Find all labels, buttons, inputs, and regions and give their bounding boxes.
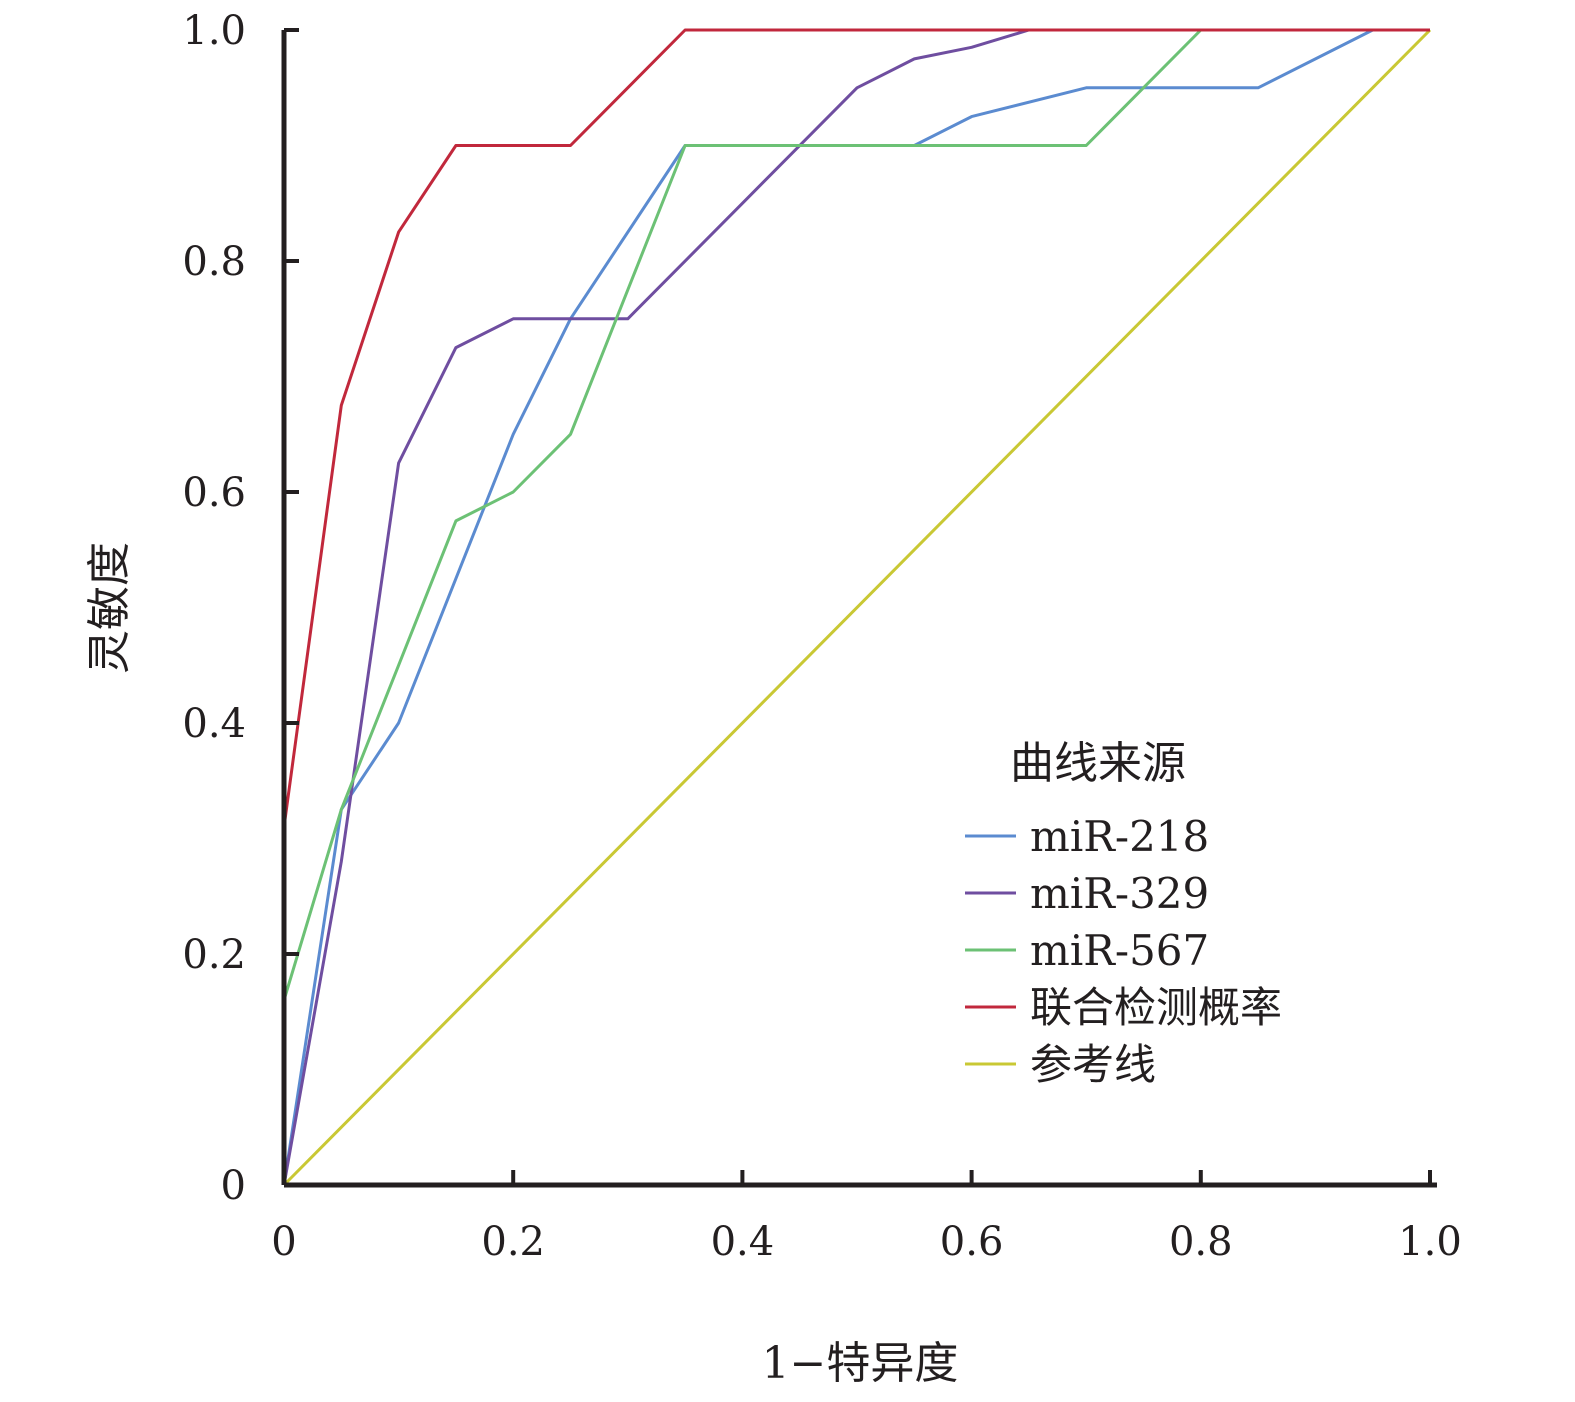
series-line-series-5 — [282, 28, 1432, 1187]
y-tick-label: 1.0 — [182, 8, 246, 54]
legend-label: 联合检测概率 — [1030, 983, 1282, 1032]
legend-item-mir-329: miR-329 — [965, 869, 1209, 918]
series-line-series-4 — [282, 28, 1430, 828]
legend-title: 曲线来源 — [1010, 738, 1186, 789]
series-layer — [282, 28, 1432, 1187]
legend-item-mir-218: miR-218 — [965, 812, 1209, 861]
x-tick-label: 0.4 — [711, 1219, 775, 1265]
x-tick-label: 0.8 — [1169, 1219, 1233, 1265]
series-line-mir-329 — [282, 28, 1430, 1186]
legend-label: miR-329 — [1030, 869, 1209, 918]
y-tick-label: 0.2 — [182, 932, 246, 978]
legend-item-series-4: 联合检测概率 — [965, 983, 1282, 1032]
y-axis-title: 灵敏度 — [84, 542, 135, 674]
y-tick-label: 0.4 — [182, 701, 246, 747]
legend-item-series-5: 参考线 — [965, 1040, 1156, 1089]
legend-item-mir-567: miR-567 — [965, 926, 1209, 975]
x-tick-label: 0.2 — [481, 1219, 545, 1265]
legend-label: 参考线 — [1030, 1040, 1156, 1089]
tick-layer: 0 0.2 0.4 0.6 0.8 1.0 0 0.2 0.4 0.6 0.8 1.0 — [182, 8, 1461, 1265]
y-tick-label: 0.6 — [182, 470, 246, 516]
y-tick-label: 0 — [221, 1163, 246, 1209]
x-tick-label: 0.6 — [940, 1219, 1004, 1265]
x-axis-title: 1−特异度 — [762, 1338, 959, 1389]
y-tick-label: 0.8 — [182, 239, 246, 285]
legend-label: miR-567 — [1030, 926, 1209, 975]
series-line-mir-567 — [282, 28, 1430, 1001]
x-tick-label: 1.0 — [1398, 1219, 1462, 1265]
legend-label: miR-218 — [1030, 812, 1209, 861]
x-tick-label: 0 — [271, 1219, 296, 1265]
